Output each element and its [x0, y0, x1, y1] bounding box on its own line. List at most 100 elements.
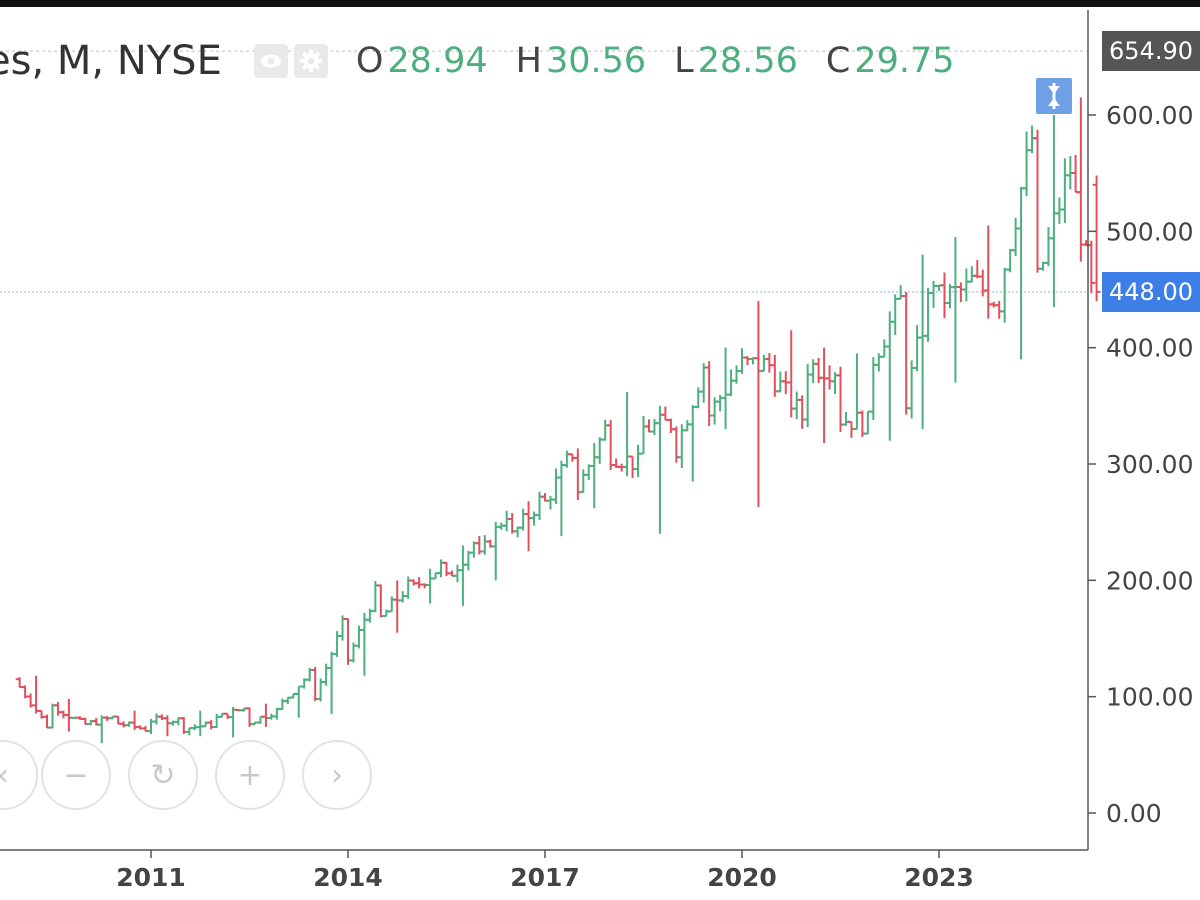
ohlc-bar: [524, 501, 533, 552]
ohlc-bar: [458, 545, 467, 606]
ohlc-bar: [951, 237, 960, 383]
ohlc-bar: [924, 287, 933, 342]
ohlc-bar: [1044, 227, 1053, 267]
ohlc-bar: [546, 495, 555, 510]
ohlc-bar: [765, 353, 774, 373]
ohlc-bar: [415, 577, 424, 589]
ohlc-bar: [1011, 217, 1020, 257]
ohlc-bar: [803, 363, 812, 428]
close-value: 29.75: [854, 41, 955, 81]
ohlc-bar: [683, 420, 692, 432]
chevron-right-glyph: ›: [331, 757, 343, 793]
ohlc-bar: [940, 272, 949, 319]
gridlines: [0, 50, 1088, 293]
y-tick-label: 600.00: [1106, 101, 1193, 130]
ohlc-bar: [311, 666, 320, 702]
max-price-tag: 654.90: [1102, 31, 1200, 72]
ohlc-bar: [360, 612, 369, 676]
ohlc-bar: [590, 443, 599, 509]
minus-glyph: −: [63, 757, 89, 793]
eye-icon[interactable]: [253, 44, 288, 78]
double-arrow-icon[interactable]: [1036, 78, 1072, 114]
chart-legend: es, M, NYSE O 28.94 H 30.56 L 28.56 C: [0, 36, 983, 86]
ohlc-bar: [841, 411, 850, 426]
axes: [0, 10, 1089, 851]
ohlc-bar: [562, 450, 571, 468]
ohlc-bar: [825, 365, 834, 390]
ohlc-bar: [699, 363, 708, 403]
ohlc-bar: [1055, 197, 1064, 224]
refresh-icon[interactable]: ↻: [128, 740, 198, 810]
ohlc-bar: [732, 365, 741, 384]
plus-glyph: +: [237, 757, 263, 793]
ohlc-bar: [885, 311, 894, 441]
ohlc-bar: [261, 703, 270, 727]
ohlc-bar: [53, 702, 62, 716]
ohlc-bar: [579, 469, 588, 494]
ohlc-bar: [880, 339, 889, 358]
ohlc-bar: [426, 568, 435, 604]
ohlc-bar: [1006, 249, 1015, 273]
ohlc-bar: [15, 677, 24, 689]
ohlc-bar: [787, 330, 796, 418]
x-tick-label: 2017: [510, 863, 580, 892]
y-tick-label: 100.00: [1106, 683, 1193, 712]
ohlc-bar: [907, 360, 916, 419]
ohlc-bar: [196, 710, 205, 737]
ohlc-bar: [557, 460, 566, 537]
ohlc-bar: [661, 406, 670, 422]
gear-icon[interactable]: [293, 44, 328, 78]
plus-icon[interactable]: +: [215, 740, 285, 810]
ohlc-bar: [721, 347, 730, 430]
ohlc-bar: [650, 418, 659, 436]
y-tick-label: 500.00: [1106, 217, 1193, 246]
ohlc-bar: [738, 348, 746, 374]
ohlc-bar: [376, 584, 385, 618]
low-value: 28.56: [697, 41, 798, 81]
ohlc-bar: [595, 437, 604, 464]
open-value: 28.94: [387, 41, 488, 81]
ohlc-bar: [792, 391, 801, 420]
ohlc-bar: [1000, 267, 1009, 323]
ohlc-bar: [502, 510, 511, 532]
ohlc-bar: [891, 294, 900, 336]
y-tick-label: 0.00: [1106, 799, 1162, 828]
ohlc-bar: [962, 268, 971, 302]
refresh-glyph: ↻: [150, 757, 176, 793]
ohlc-bar: [152, 713, 161, 725]
current-price-tag: 448.00: [1102, 271, 1200, 312]
ohlc-bar: [1076, 97, 1085, 262]
ohlc-bar: [688, 405, 697, 482]
ohlc-bar: [207, 720, 216, 730]
ohlc-bar: [809, 359, 818, 384]
ohlc-bar: [644, 419, 653, 433]
ohlc-bar: [480, 535, 489, 555]
ohlc-bar: [956, 282, 965, 303]
ohlc-bar: [1049, 115, 1058, 307]
ohlc-bar: [530, 511, 539, 526]
ohlc-bar: [1092, 175, 1101, 302]
symbol-label: es, M, NYSE: [0, 38, 222, 84]
ohlc-bar: [551, 468, 560, 505]
ohlc-bar: [601, 419, 610, 441]
ohlc-bar: [393, 580, 402, 633]
x-tick-label: 2011: [116, 863, 186, 892]
x-tick-label: 2014: [313, 863, 383, 892]
y-tick-label: 200.00: [1106, 566, 1193, 595]
minus-icon[interactable]: −: [41, 740, 111, 810]
ohlc-bar: [727, 369, 736, 397]
y-axis-ticks: 0.00 100.00 200.00 300.00 400.00 500.00 600.00: [1088, 101, 1193, 828]
ohlc-bar: [978, 269, 987, 297]
ohlc-bar: [863, 410, 872, 435]
ohlc-bar: [1071, 154, 1080, 194]
x-tick-label: 2023: [904, 863, 974, 892]
ohlc-bar: [639, 415, 648, 455]
ohlc-bar: [820, 347, 829, 444]
ohlc-bar: [852, 353, 861, 431]
ohlc-bar: [1033, 129, 1042, 273]
ohlc-bar: [743, 356, 752, 366]
high-value: 30.56: [545, 41, 647, 81]
ohlc-bar: [655, 405, 664, 534]
chevron-right-icon[interactable]: ›: [302, 740, 372, 810]
